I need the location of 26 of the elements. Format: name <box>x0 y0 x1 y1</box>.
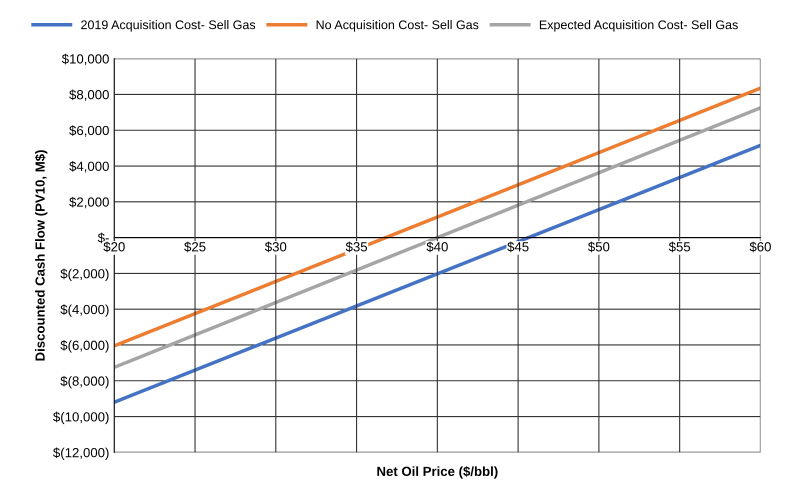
y-tick-label: $(4,000) <box>60 304 109 317</box>
x-tick-label: $45 <box>507 242 529 252</box>
y-tick-label: $8,000 <box>69 89 109 101</box>
y-tick-label: $(12,000) <box>53 447 109 460</box>
y-tick-label: $4,000 <box>69 161 109 173</box>
y-tick-label: $10,000 <box>62 54 109 66</box>
x-tick-label: $20 <box>103 242 125 252</box>
x-tick-label: $50 <box>588 242 610 252</box>
legend-label: Expected Acquisition Cost- Sell Gas <box>540 20 738 32</box>
y-tick-label: $2,000 <box>69 196 109 208</box>
legend-label: No Acquisition Cost- Sell Gas <box>316 20 478 32</box>
x-tick-label: $40 <box>426 242 448 252</box>
y-tick-label: $(6,000) <box>60 340 109 353</box>
x-tick-label: $30 <box>264 242 286 252</box>
y-tick-label: $(2,000) <box>60 268 109 282</box>
y-axis-title: Discounted Cash Flow (PV10, M$) <box>34 150 48 361</box>
y-tick-label: $6,000 <box>69 125 109 137</box>
x-tick-label: $55 <box>668 242 690 252</box>
y-tick-label: $(10,000) <box>53 412 109 424</box>
y-tick-label: $(8,000) <box>60 376 109 388</box>
legend-label: 2019 Acquisition Cost- Sell Gas <box>81 20 256 32</box>
x-axis-title: Net Oil Price ($/bbl) <box>377 466 498 479</box>
y-tick-label: $- <box>98 232 109 244</box>
x-tick-label: $60 <box>750 242 771 252</box>
x-tick-label: $25 <box>184 242 206 252</box>
x-tick-label: $35 <box>346 242 368 252</box>
